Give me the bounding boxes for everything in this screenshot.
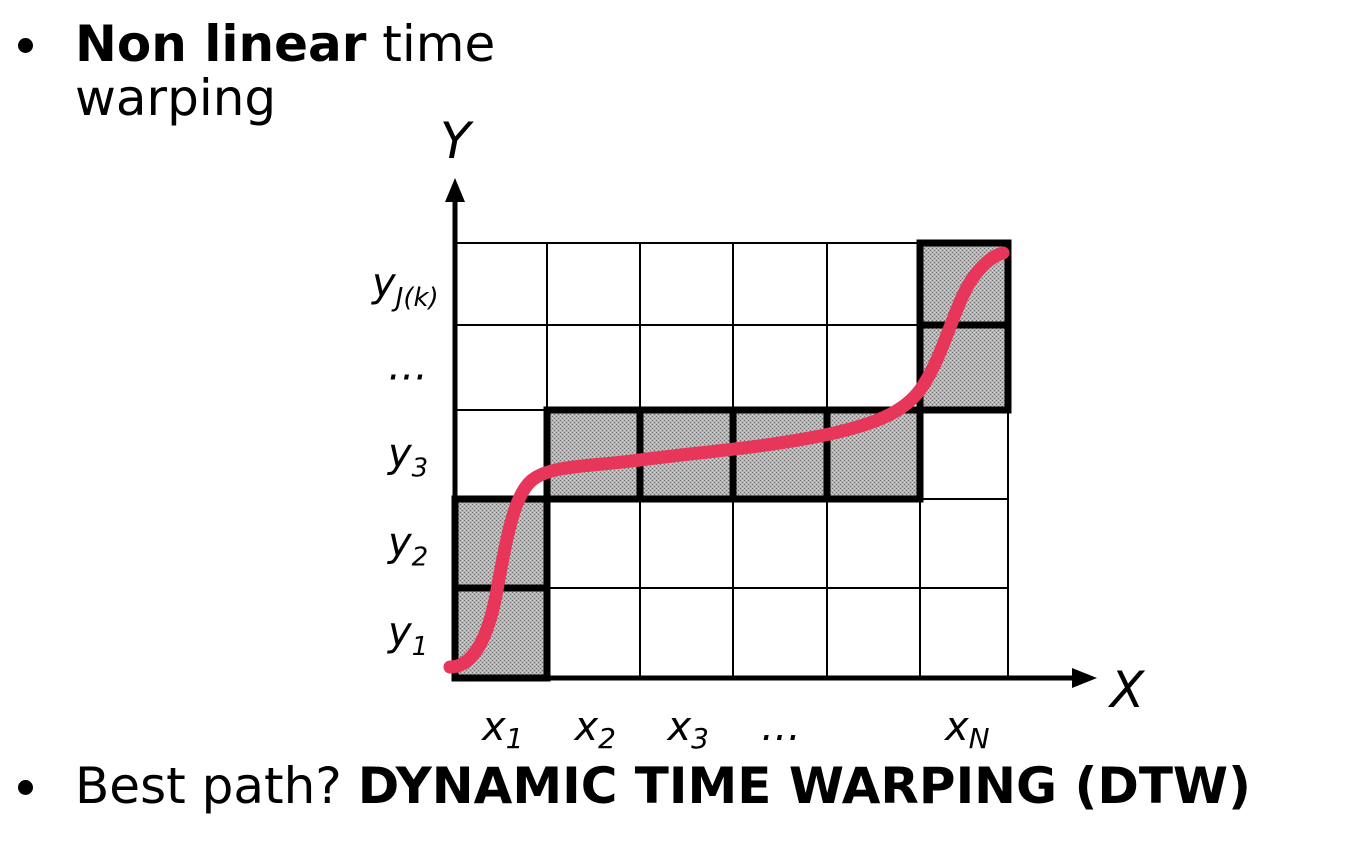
x-tick-label: xN: [943, 704, 990, 755]
x-tick-labels: x1 x2 x3 … xN: [480, 704, 990, 755]
y-tick-label: y2: [387, 520, 428, 573]
bullet-marker-2: [18, 780, 33, 795]
bullet-2-line: Best path? DYNAMIC TIME WARPING (DTW): [75, 758, 1251, 814]
y-tick-labels: y1 y2 y3 … yJ(k): [371, 260, 439, 662]
x-tick-label: x1: [480, 704, 524, 755]
y-tick-label: y3: [387, 431, 428, 484]
bullet-2-bold-text: DYNAMIC TIME WARPING (DTW): [357, 757, 1251, 815]
bullet-1-line-1: Non linear time: [75, 16, 495, 72]
highlighted-path-cells: [451, 239, 1012, 682]
x-tick-label: x2: [573, 704, 617, 755]
highlighted-cell: [729, 406, 831, 503]
y-tick-label: y1: [387, 609, 428, 662]
y-axis-label: Y: [440, 112, 474, 170]
axes: [445, 178, 1097, 688]
warping-path-curve: [443, 246, 1010, 674]
bullet-1-bold-text: Non linear: [75, 15, 367, 73]
bullet-2-prefix-text: Best path?: [75, 757, 358, 815]
x-axis-label: X: [1107, 661, 1146, 719]
y-tick-label: yJ(k): [371, 260, 439, 313]
y-tick-label: …: [388, 344, 428, 390]
bullet-1-rest-text: time: [366, 15, 496, 73]
highlighted-cell: [543, 406, 644, 503]
bullet-1-line-2: warping: [75, 69, 277, 127]
x-tick-label: …: [761, 704, 801, 750]
x-tick-label: x3: [666, 704, 710, 755]
y-axis-arrow-icon: [445, 178, 465, 202]
x-axis-arrow-icon: [1072, 668, 1097, 688]
bullet-marker-1: [18, 38, 33, 53]
